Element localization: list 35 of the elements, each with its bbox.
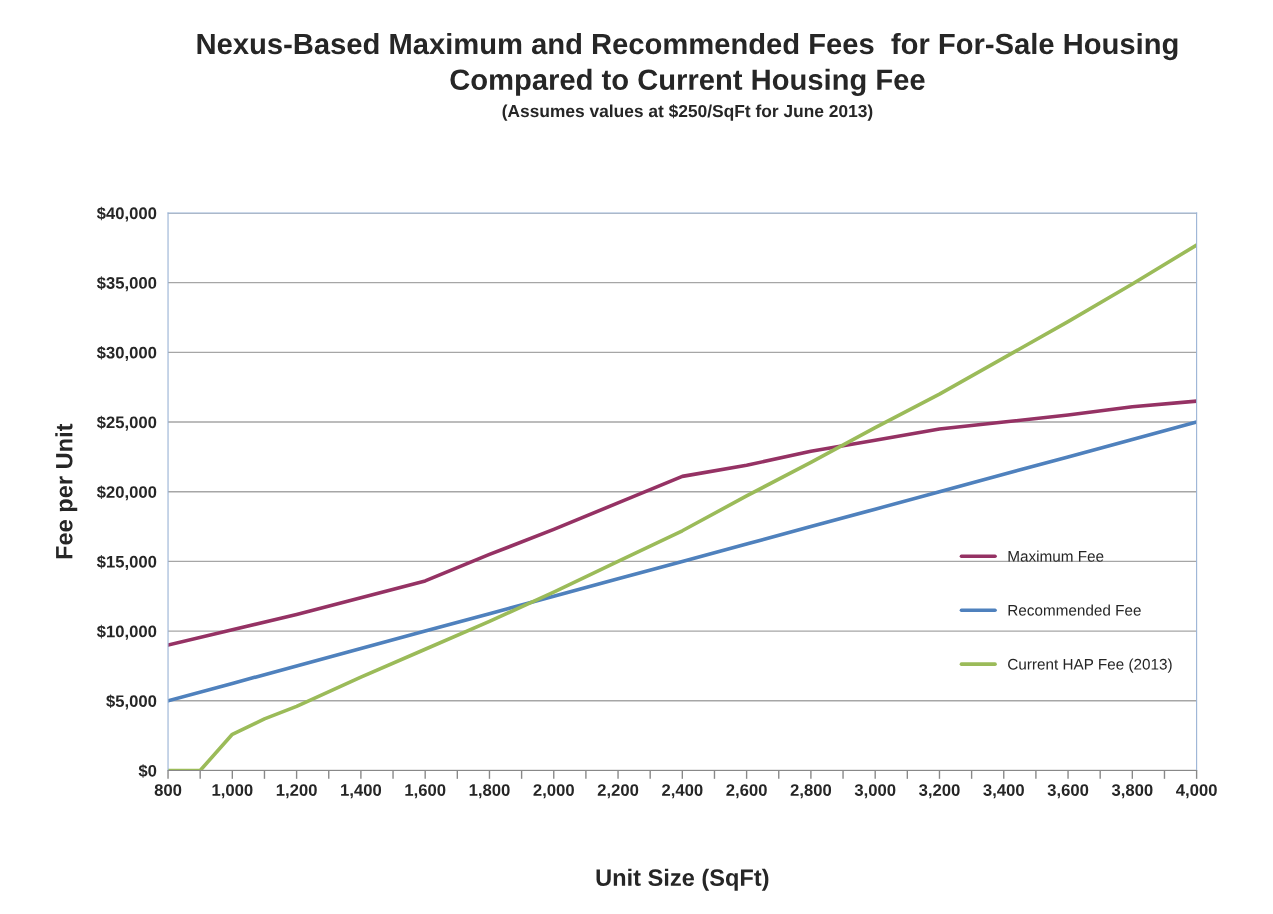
x-tick-label: 2,800: [790, 784, 832, 799]
legend-label: Recommended Fee: [1008, 604, 1141, 616]
x-tick-label: 1,800: [469, 784, 510, 799]
x-tick-label: 1,200: [276, 784, 317, 799]
y-tick-label: $25,000: [96, 415, 157, 431]
x-tick-label: 1,600: [405, 784, 446, 799]
y-tick-label: $40,000: [96, 206, 157, 222]
legend-label: Current HAP Fee (2013): [1008, 658, 1172, 673]
line-series: [168, 420, 1197, 703]
x-tick-label: 4,000: [1176, 784, 1217, 799]
x-tick-label: 1,400: [341, 784, 382, 799]
chart-subtitle: (Assumes values at $250/SqFt for June 2013): [502, 104, 873, 121]
x-axis-title: Unit Size (SqFt): [596, 868, 769, 891]
chart-title: Nexus-Based Maximum and Recommended Fees for For-Sale Housing Compared to Current Housing Fee: [197, 32, 1178, 96]
x-tick-label: 800: [154, 784, 182, 796]
x-tick-label: 3,400: [983, 784, 1024, 799]
x-tick-label: 2,200: [597, 784, 639, 799]
y-axis-title: Fee per Unit: [55, 423, 78, 559]
x-tick-label: 2,400: [662, 784, 703, 799]
legend-label: Maximum Fee: [1008, 550, 1104, 562]
x-tick-label: 3,000: [854, 784, 896, 799]
y-tick-label: $20,000: [96, 485, 157, 501]
x-tick-label: 3,200: [919, 784, 960, 799]
x-tick-label: 1,000: [212, 784, 253, 799]
y-tick-label: $35,000: [96, 276, 157, 292]
y-tick-label: $5,000: [106, 694, 157, 710]
line-series: [168, 399, 1197, 647]
x-tick-label: 2,000: [533, 784, 574, 799]
x-tick-label: 3,800: [1111, 784, 1153, 799]
x-tick-label: 3,600: [1047, 784, 1089, 799]
y-tick-label: $30,000: [96, 346, 157, 361]
y-tick-label: $0: [138, 764, 157, 778]
y-tick-label: $15,000: [96, 555, 157, 571]
y-tick-label: $10,000: [96, 624, 157, 640]
x-tick-label: 2,600: [726, 784, 767, 799]
